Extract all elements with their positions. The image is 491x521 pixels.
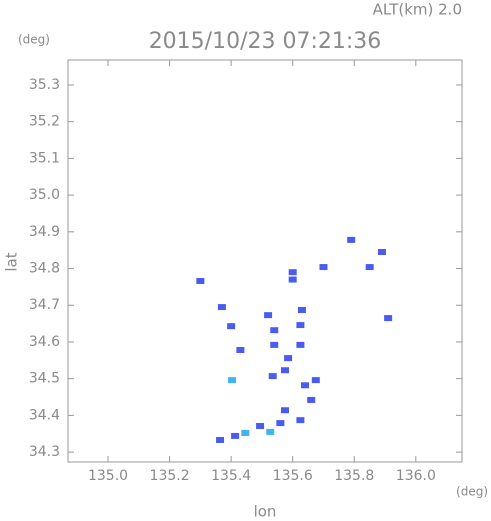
y-tick-label: 35.0 (29, 187, 60, 203)
echo-point (365, 264, 374, 271)
echo-point (228, 377, 237, 384)
echo-point (281, 407, 290, 414)
y-unit: (deg) (18, 33, 50, 47)
x-tick-label: 136.0 (396, 468, 436, 484)
echo-point (270, 327, 279, 334)
echo-point (296, 417, 305, 424)
echo-point (264, 312, 273, 319)
echo-point (311, 377, 320, 384)
echo-point (297, 307, 306, 314)
echo-point (216, 436, 225, 443)
x-tick-label: 135.6 (273, 468, 313, 484)
echo-point (268, 373, 277, 380)
y-tick-label: 34.4 (29, 407, 60, 423)
echo-point (288, 276, 297, 283)
echo-point (270, 341, 279, 348)
echo-point (296, 341, 305, 348)
y-tick-label: 34.7 (29, 297, 60, 313)
y-tick-label: 35.2 (29, 114, 60, 130)
y-tick-label: 34.6 (29, 334, 60, 350)
x-axis-label: lon (254, 503, 277, 521)
plot-frame (67, 59, 463, 463)
chart-title: 2015/10/23 07:21:36 (149, 29, 382, 54)
echo-point (196, 278, 205, 285)
y-tick-label: 35.3 (29, 77, 60, 93)
echo-point (307, 396, 316, 403)
echo-point (301, 382, 310, 389)
echo-point (236, 347, 245, 354)
echo-point (256, 423, 265, 430)
y-tick-label: 34.9 (29, 224, 60, 240)
echo-point (284, 355, 293, 362)
chart-subtitle: ALT(km) 2.0 (373, 1, 462, 19)
echo-point (266, 428, 275, 435)
echo-point (217, 304, 226, 311)
echo-point (319, 264, 328, 271)
x-tick-label: 135.8 (334, 468, 374, 484)
x-tick-label: 135.2 (150, 468, 190, 484)
echo-point (231, 432, 240, 439)
x-tick-label: 135.4 (211, 468, 251, 484)
x-unit: (deg) (456, 485, 488, 499)
x-tick-label: 135.0 (88, 468, 128, 484)
echo-point (227, 323, 236, 330)
y-axis-label: lat (3, 252, 21, 271)
echo-point (377, 249, 386, 256)
echo-point (347, 236, 356, 243)
echo-point (384, 315, 393, 322)
y-tick-label: 35.1 (29, 150, 60, 166)
y-tick-label: 34.5 (29, 371, 60, 387)
y-tick-label: 34.3 (29, 444, 60, 460)
echo-point (241, 429, 250, 436)
echo-point (288, 269, 297, 276)
echo-point (296, 322, 305, 329)
y-tick-label: 34.8 (29, 261, 60, 277)
echo-point (276, 420, 285, 427)
echo-point (281, 367, 290, 374)
